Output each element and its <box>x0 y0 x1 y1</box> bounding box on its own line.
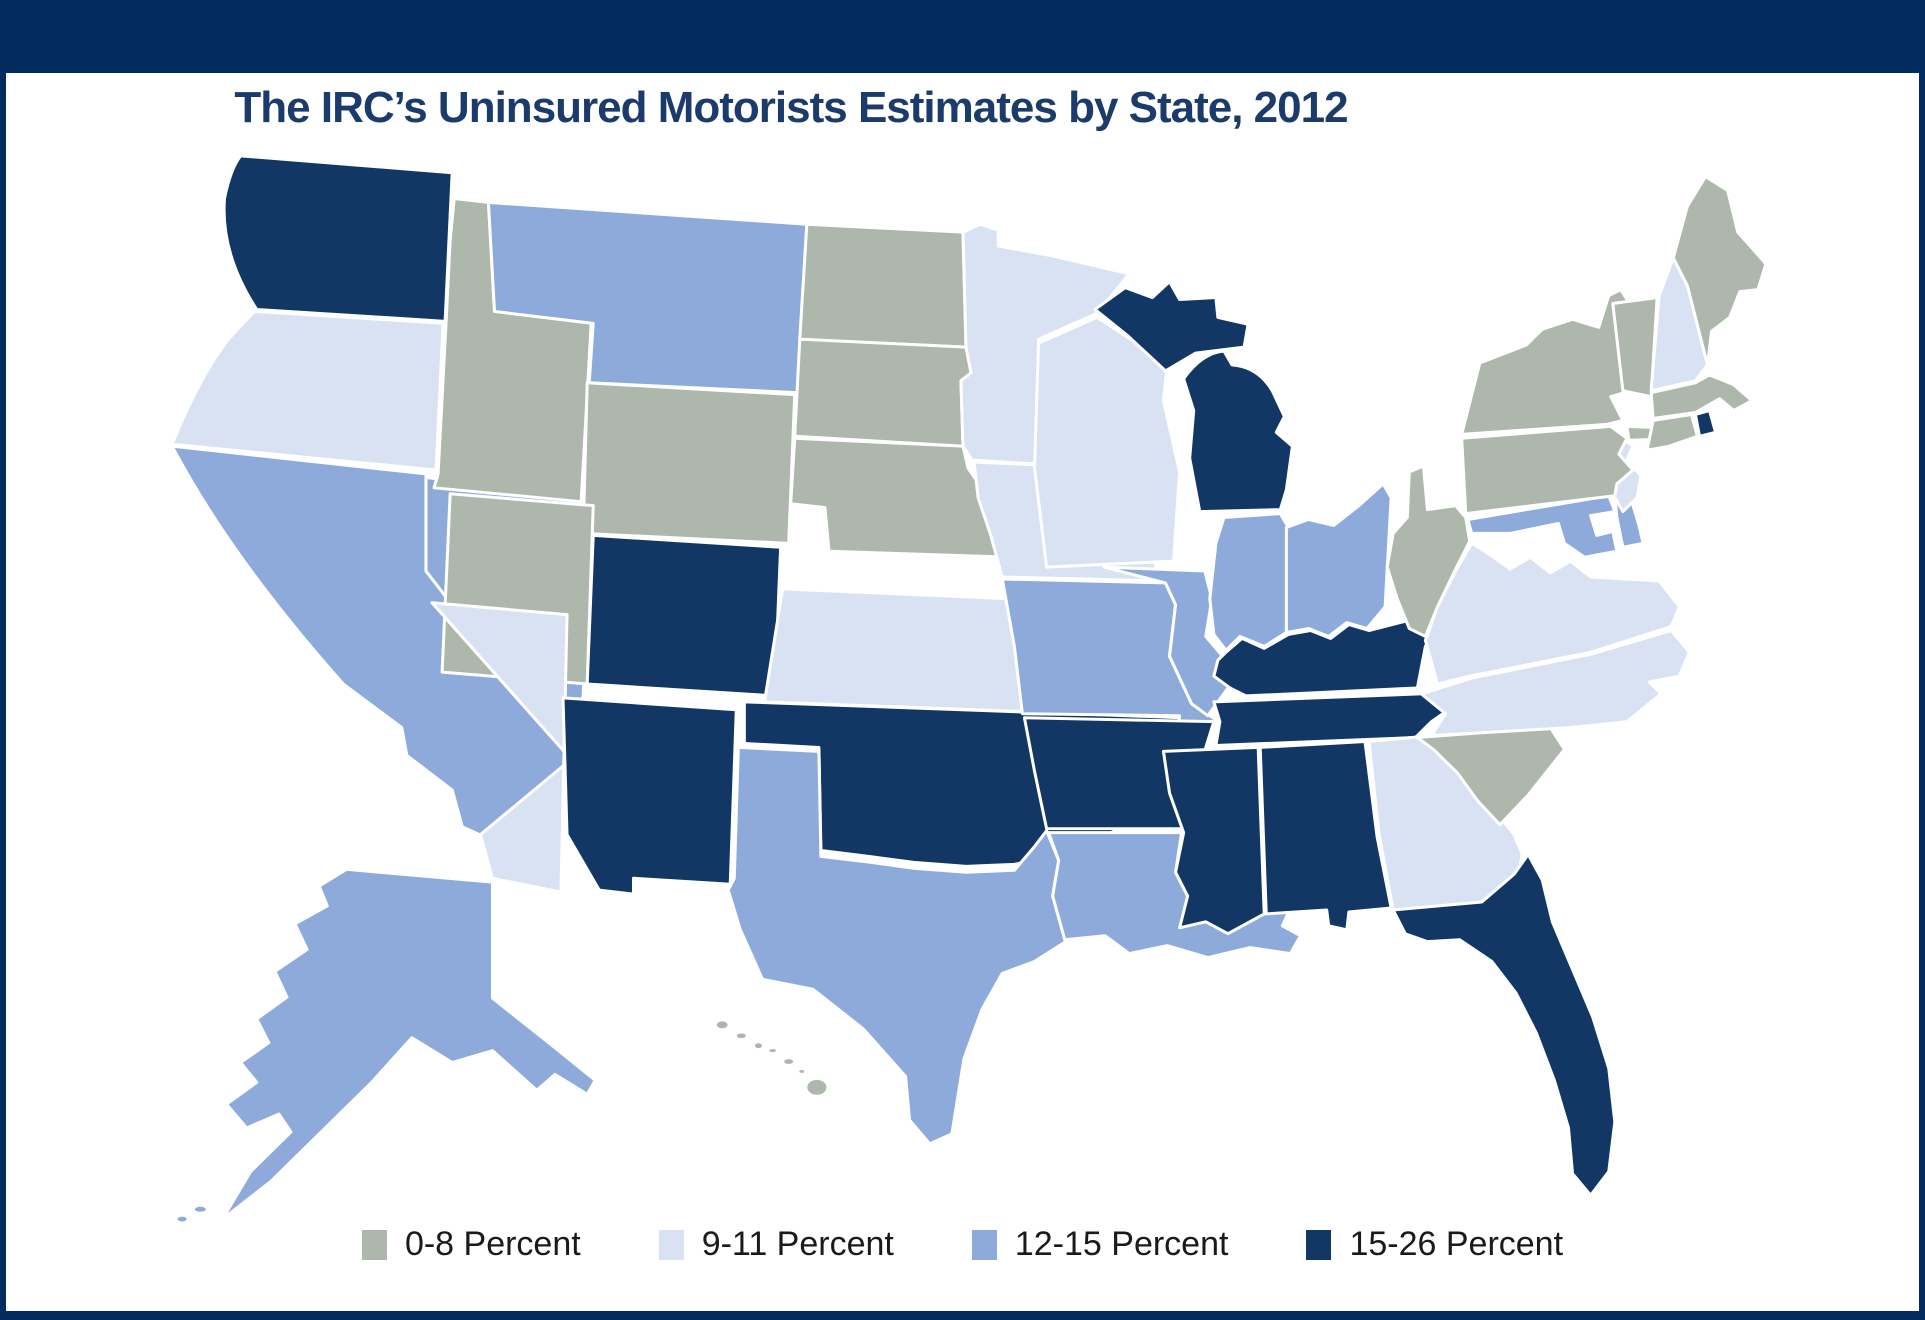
state-al <box>1258 740 1393 932</box>
frame-bottom-bar <box>0 1311 1925 1320</box>
state-or <box>170 309 445 472</box>
state-sd <box>793 337 973 448</box>
us-map-svg <box>170 154 1768 1225</box>
state-ak <box>174 867 597 1225</box>
legend-swatch-9-11 <box>658 1229 684 1260</box>
legend-item-9-11: 9-11 Percent <box>658 1225 894 1264</box>
legend-label-12-15: 12-15 Percent <box>1014 1225 1229 1263</box>
frame-left-border <box>0 73 6 1320</box>
legend-swatch-12-15 <box>971 1229 997 1260</box>
state-pa <box>1460 424 1635 516</box>
state-ma <box>1649 373 1754 420</box>
legend-item-15-26: 15-26 Percent <box>1306 1225 1563 1264</box>
state-nc <box>1419 629 1691 738</box>
state-va <box>1423 541 1681 686</box>
state-ca <box>170 444 573 843</box>
legend-label-0-8: 0-8 Percent <box>404 1225 581 1263</box>
state-sc <box>1415 726 1566 827</box>
legend-item-12-15: 12-15 Percent <box>971 1225 1229 1264</box>
state-fl <box>1391 852 1617 1197</box>
state-vt <box>1611 296 1659 399</box>
state-co <box>585 533 783 698</box>
legend-swatch-15-26 <box>1306 1229 1332 1260</box>
legend-item-0-8: 0-8 Percent <box>361 1225 581 1264</box>
state-nd <box>798 222 968 349</box>
state-wa <box>222 154 454 323</box>
page-title: The IRC’s Uninsured Motorists Estimates … <box>234 83 1348 132</box>
legend-label-15-26: 15-26 Percent <box>1349 1225 1564 1263</box>
state-nm <box>561 696 738 896</box>
legend-label-9-11: 9-11 Percent <box>701 1225 894 1263</box>
map-legend: 0-8 Percent 9-11 Percent 12-15 Percent 1… <box>6 1225 1919 1264</box>
state-mn <box>959 222 1131 466</box>
frame-right-border <box>1919 73 1925 1320</box>
state-me <box>1671 175 1768 367</box>
state-wy <box>581 381 797 545</box>
state-tx <box>726 745 1071 1146</box>
legend-swatch-0-8 <box>361 1229 387 1260</box>
content-area: The IRC’s Uninsured Motorists Estimates … <box>6 73 1919 1311</box>
state-ms <box>1161 745 1266 936</box>
us-choropleth-map <box>160 141 1772 1231</box>
state-ri <box>1693 409 1718 438</box>
state-in <box>1208 512 1290 652</box>
state-hi <box>713 1018 830 1098</box>
state-oh <box>1284 482 1393 638</box>
state-ct <box>1645 413 1699 452</box>
state-mi <box>1093 280 1294 514</box>
state-wv <box>1385 464 1472 638</box>
frame-top-bar <box>0 0 1925 73</box>
state-ks <box>762 577 1035 714</box>
state-wi <box>1032 315 1182 569</box>
